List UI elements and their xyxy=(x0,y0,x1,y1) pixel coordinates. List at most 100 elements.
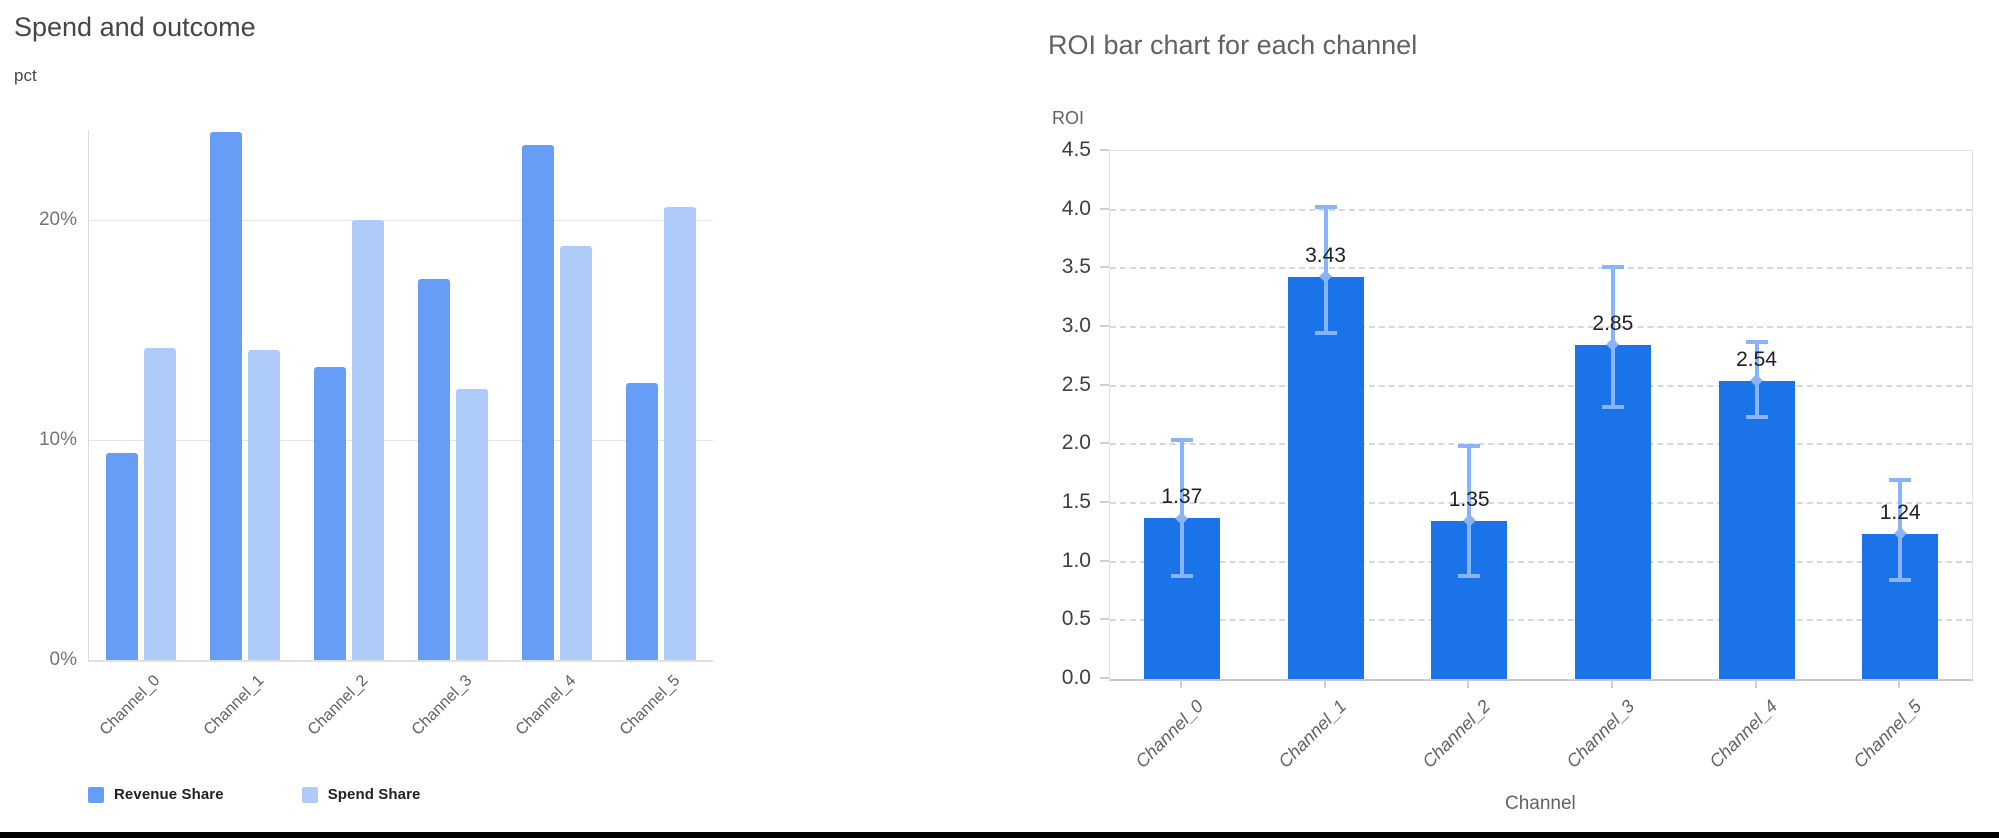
x-tick-mark xyxy=(1610,680,1613,688)
bar-spend-share-channel_4[interactable] xyxy=(560,246,592,660)
spend-outcome-title: Spend and outcome xyxy=(14,12,256,42)
gridline xyxy=(1110,443,1972,446)
y-tick-mark xyxy=(1100,383,1109,386)
bar-revenue-share-channel_3[interactable] xyxy=(418,279,450,660)
y-tick-mark xyxy=(1100,501,1109,503)
spend-outcome-plot-area: 0% 10% 20% Channel_0 Channel_1 Channel_2 Chann… xyxy=(39,130,713,739)
x-tick-mark xyxy=(1467,680,1470,688)
roi-x-axis-title: Channel xyxy=(1505,793,1576,814)
y-tick-label: 0% xyxy=(49,649,77,670)
bar-revenue-share-channel_2[interactable] xyxy=(314,367,346,660)
gridline xyxy=(1110,326,1972,328)
bar-value-label: 1.37 xyxy=(1161,485,1203,509)
bar-value-label: 1.35 xyxy=(1448,487,1490,511)
gridline xyxy=(89,220,713,221)
roi-bar-channel_1[interactable] xyxy=(1287,276,1364,679)
gridline xyxy=(1110,208,1972,211)
error-bar-cap xyxy=(1745,415,1768,420)
x-tick-label: Channel_4 xyxy=(1705,696,1782,772)
error-bar xyxy=(1323,207,1328,333)
y-tick-label: 2.5 xyxy=(1061,372,1091,396)
gridline xyxy=(1110,267,1972,270)
error-bar-cap xyxy=(1745,340,1768,345)
legend-item-spend-share[interactable]: Spend Share xyxy=(301,786,421,803)
y-tick-mark xyxy=(1100,325,1109,327)
gridline xyxy=(1110,384,1972,387)
y-tick-mark xyxy=(1100,266,1109,269)
x-tick-label: Channel_1 xyxy=(1274,696,1351,772)
error-bar-cap xyxy=(1601,404,1624,409)
x-tick-label: Channel_3 xyxy=(1562,696,1638,772)
x-tick-label: Channel_2 xyxy=(1418,696,1495,772)
roi-bar-channel_4[interactable] xyxy=(1718,380,1795,679)
bar-spend-share-channel_5[interactable] xyxy=(664,207,696,660)
y-tick-label: 1.5 xyxy=(1061,490,1091,513)
bar-spend-share-channel_3[interactable] xyxy=(456,389,488,660)
gridline xyxy=(89,440,713,441)
gridline xyxy=(1110,619,1972,622)
bar-value-label: 1.24 xyxy=(1879,500,1921,524)
bar-spend-share-channel_1[interactable] xyxy=(248,350,280,660)
bar-spend-share-channel_2[interactable] xyxy=(352,220,384,660)
y-tick-label: 20% xyxy=(38,209,77,230)
legend-label-revenue-share: Revenue Share xyxy=(114,786,224,803)
x-tick-label: Channel_3 xyxy=(408,672,476,739)
y-tick-label: 3.0 xyxy=(1061,314,1091,337)
legend-label-spend-share: Spend Share xyxy=(327,786,421,803)
gridline xyxy=(1110,502,1972,504)
y-tick-mark xyxy=(1100,559,1109,562)
bar-revenue-share-channel_4[interactable] xyxy=(522,145,554,660)
x-tick-label: Channel_1 xyxy=(200,672,268,739)
x-tick-label: Channel_2 xyxy=(304,672,372,739)
x-tick-label: Channel_0 xyxy=(96,672,164,739)
error-bar-cap xyxy=(1314,330,1337,335)
x-tick-label: Channel_5 xyxy=(616,672,684,739)
y-tick-label: 10% xyxy=(38,429,77,450)
roi-y-axis-label: ROI xyxy=(1052,108,1085,128)
x-tick-mark xyxy=(1754,680,1757,688)
bar-value-label: 2.54 xyxy=(1736,347,1777,371)
y-tick-label: 3.5 xyxy=(1061,255,1091,279)
window-bottom-border xyxy=(0,832,1999,838)
y-tick-label: 4.0 xyxy=(1061,196,1091,220)
legend: Revenue Share Spend Share xyxy=(88,786,420,803)
y-tick-label: 2.0 xyxy=(1061,431,1091,455)
x-tick-mark xyxy=(1179,680,1182,688)
error-bar-cap xyxy=(1314,205,1337,210)
x-tick-mark xyxy=(1898,680,1901,688)
error-bar xyxy=(1179,439,1184,576)
y-tick-label: 0.0 xyxy=(1061,666,1091,689)
error-bar-cap xyxy=(1601,265,1624,270)
bar-revenue-share-channel_5[interactable] xyxy=(626,383,658,660)
spend-outcome-y-axis-unit: pct xyxy=(14,66,37,85)
x-tick-label: Channel_5 xyxy=(1849,696,1926,772)
error-bar-cap xyxy=(1458,443,1481,448)
y-tick-mark xyxy=(1100,442,1109,445)
bar-revenue-share-channel_0[interactable] xyxy=(106,453,138,660)
gridline xyxy=(1110,560,1972,563)
revenue-share-swatch-icon xyxy=(88,786,104,803)
y-tick-mark xyxy=(1100,618,1109,621)
bar-revenue-share-channel_1[interactable] xyxy=(210,132,242,660)
spend-share-swatch-icon xyxy=(301,786,318,803)
bar-spend-share-channel_0[interactable] xyxy=(144,348,176,660)
y-tick-label: 0.5 xyxy=(1061,607,1091,631)
y-tick-label: 1.0 xyxy=(1061,548,1091,572)
y-tick-mark xyxy=(1100,207,1109,210)
roi-plot-area: 1.37 3.43 1.35 2.85 2.54 1.24 xyxy=(1109,150,1973,681)
error-bar xyxy=(1467,445,1472,576)
y-tick-mark xyxy=(1100,149,1109,151)
y-tick-mark xyxy=(1100,677,1109,679)
error-bar-cap xyxy=(1170,573,1193,578)
legend-item-revenue-share[interactable]: Revenue Share xyxy=(88,786,224,803)
error-bar-cap xyxy=(1170,437,1193,442)
bar-value-label: 2.85 xyxy=(1592,311,1634,335)
y-tick-label: 4.5 xyxy=(1061,138,1091,161)
error-bar-cap xyxy=(1458,573,1481,578)
error-bar-cap xyxy=(1889,477,1912,482)
bar-value-label: 3.43 xyxy=(1305,243,1346,267)
error-bar xyxy=(1610,267,1615,407)
x-tick-label: Channel_0 xyxy=(1131,696,1207,772)
x-tick-label: Channel_4 xyxy=(512,672,580,739)
